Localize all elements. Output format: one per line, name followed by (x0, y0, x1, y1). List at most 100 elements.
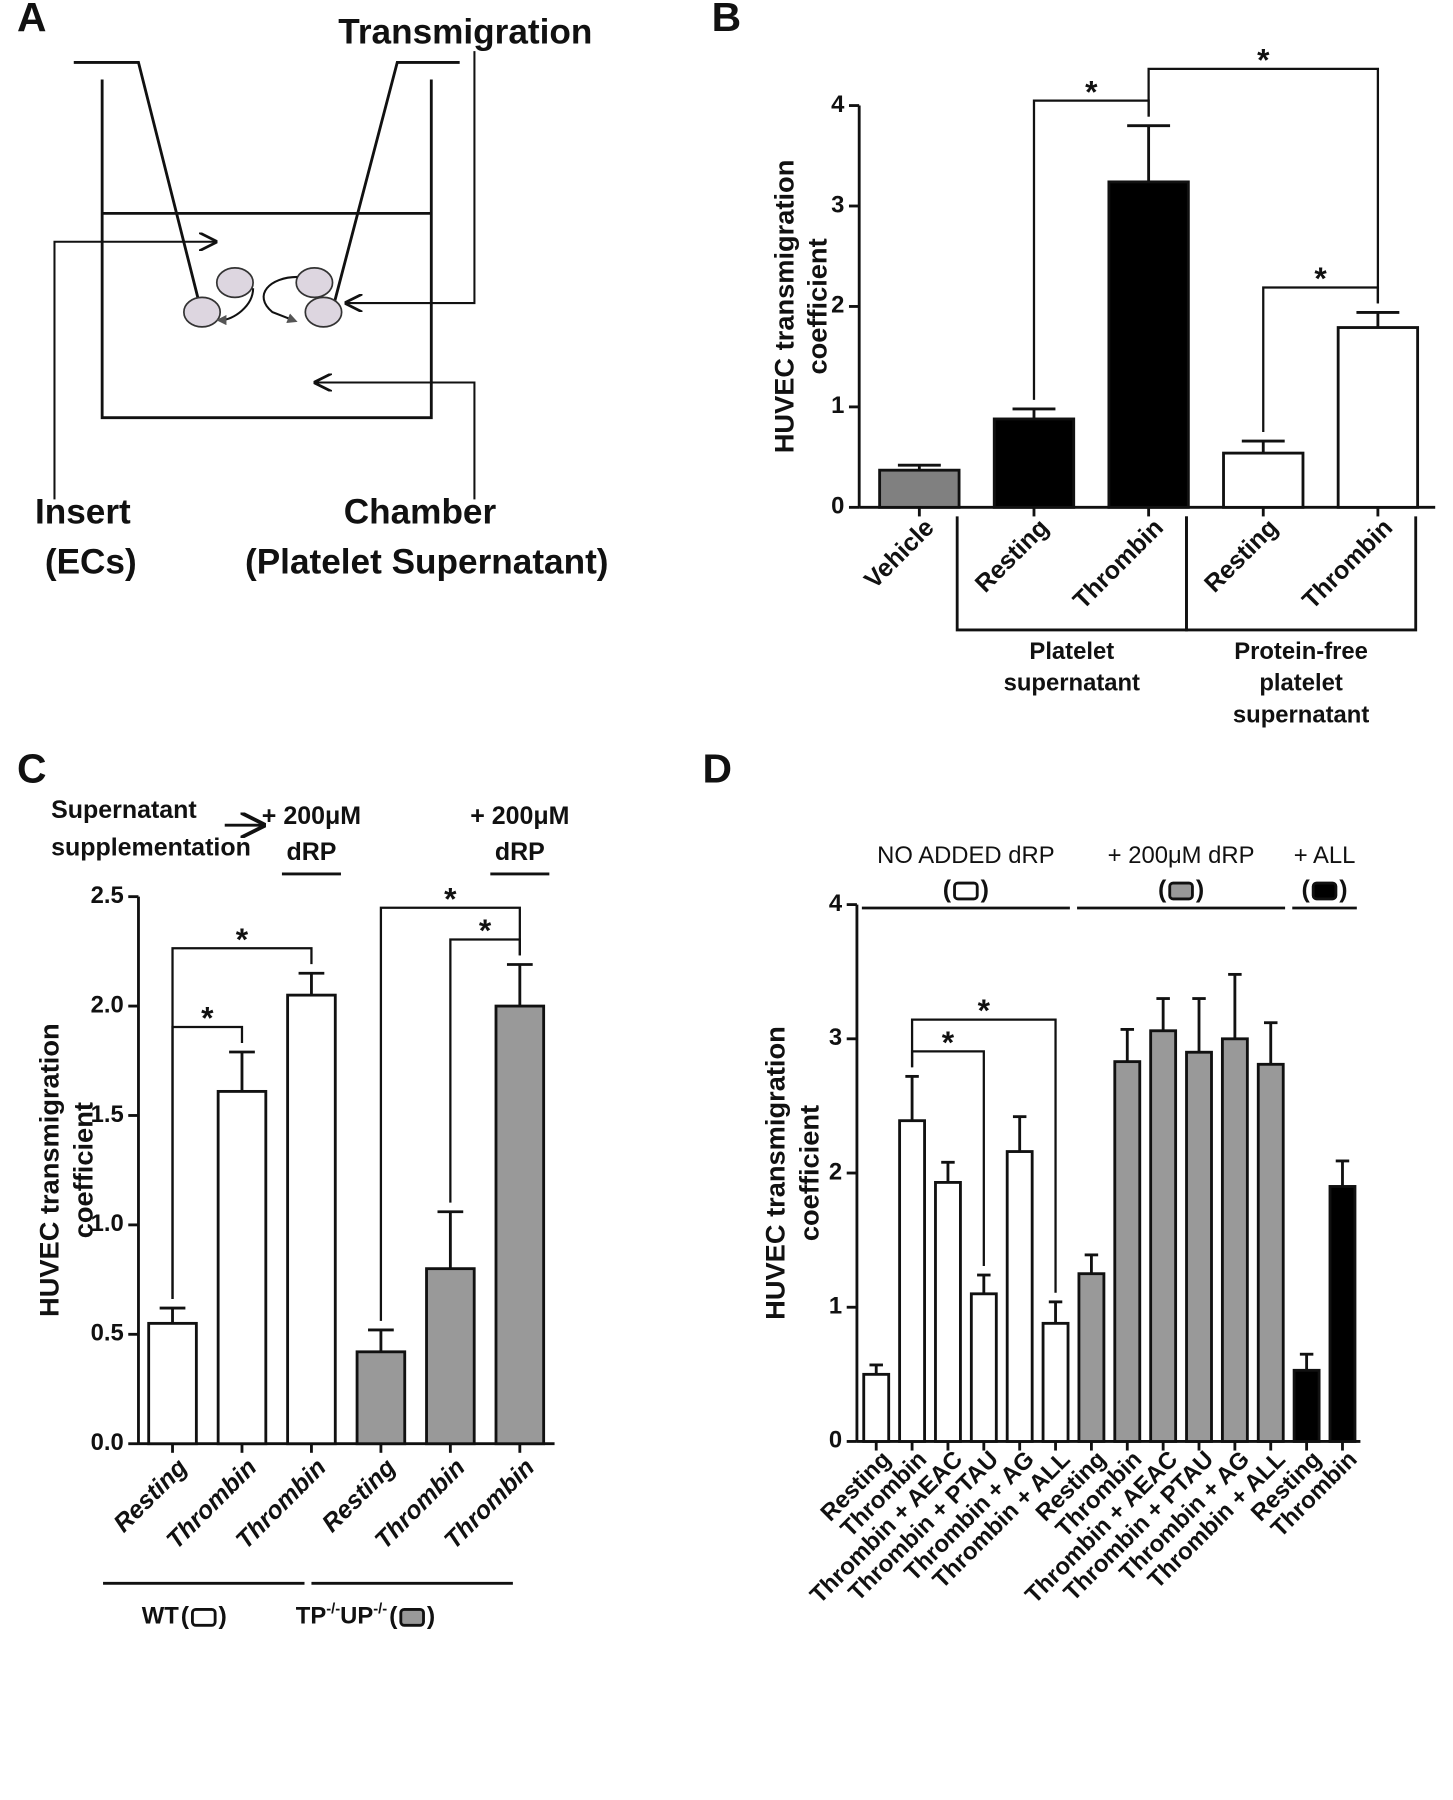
y-tick-label: 1.5 (91, 1101, 124, 1128)
group-label: supernatant (1233, 701, 1369, 728)
diagram-label: Chamber (344, 492, 497, 531)
y-axis-label: coefficient (67, 1102, 98, 1238)
group-paren: ( (1158, 876, 1167, 904)
diagram-label: Transmigration (338, 12, 592, 51)
group-swatch (1168, 881, 1194, 901)
bar (425, 1267, 476, 1446)
panel-label: A (17, 0, 47, 40)
group-label: + ALL (1294, 842, 1356, 869)
significance-star: * (444, 880, 457, 916)
group-label: Protein-free (1234, 638, 1368, 665)
group-bracket (1185, 516, 1418, 632)
group-label-part: TP (296, 1603, 327, 1630)
bar (992, 417, 1076, 509)
insert-wall (333, 61, 460, 302)
diagram-label: (ECs) (45, 542, 137, 581)
leader-line (346, 51, 476, 303)
bar (862, 1372, 891, 1443)
group-paren: ( (943, 876, 952, 904)
y-tick-label: 4 (831, 91, 845, 118)
bar (1185, 1050, 1213, 1443)
y-tick-label: 2.5 (91, 882, 124, 909)
y-axis-label: coefficient (802, 238, 833, 374)
significance-bracket (171, 947, 313, 1299)
figure-content: A Transmigration Insert (ECs) Chamber (P… (17, 0, 1436, 1630)
group-swatch (191, 1608, 217, 1627)
group-paren: ) (427, 1602, 435, 1630)
significance-star: * (1085, 73, 1098, 109)
group-swatch (1311, 881, 1338, 901)
bar (1328, 1185, 1357, 1443)
bar (934, 1180, 962, 1443)
bar (1292, 1368, 1321, 1443)
bar (1256, 1062, 1285, 1443)
significance-bracket (1147, 67, 1380, 304)
group-label: platelet (1259, 670, 1342, 697)
cell (215, 267, 254, 299)
group-paren: ( (1301, 876, 1310, 904)
group-label: WT (142, 1603, 179, 1630)
significance-bracket (379, 906, 521, 1321)
bar (1149, 1029, 1178, 1443)
bar (355, 1350, 407, 1446)
bar (216, 1089, 268, 1446)
bar (1077, 1272, 1106, 1443)
bar (878, 468, 961, 509)
supplement-label: dRP (495, 838, 545, 866)
group-paren: ) (1196, 876, 1204, 904)
bar (1107, 180, 1190, 509)
y-tick-label: 3 (829, 1024, 842, 1051)
significance-star: * (1314, 260, 1327, 296)
bar (1041, 1321, 1070, 1443)
chamber (100, 79, 433, 420)
y-tick-label: 2.0 (91, 991, 124, 1018)
group-label-part: -/- (326, 1601, 340, 1617)
bar (1336, 326, 1420, 509)
group-swatch (399, 1608, 425, 1627)
x-tick-label: Resting (970, 513, 1055, 598)
group-label: NO ADDED dRP (877, 842, 1054, 869)
leader-line (53, 242, 215, 500)
panel-label: C (17, 746, 47, 792)
significance-bracket (910, 1018, 1057, 1293)
group-swatch (953, 881, 979, 901)
diagram-label: (Platelet Supernatant) (245, 542, 609, 581)
y-tick-label: 0.5 (91, 1320, 124, 1347)
panel-label: D (703, 746, 733, 792)
bar (494, 1004, 546, 1446)
cell (295, 267, 334, 299)
significance-star: * (1257, 41, 1270, 77)
y-tick-label: 0.0 (91, 1429, 124, 1456)
group-paren: ( (389, 1602, 398, 1630)
group-label-part: -/- (373, 1601, 387, 1617)
insert-wall (73, 61, 201, 302)
migration-arrow (262, 275, 298, 323)
diagram-label: Insert (35, 492, 131, 531)
x-tick-label: Thrombin (1297, 513, 1398, 614)
y-tick-label: 2 (829, 1158, 842, 1185)
y-tick-label: 0 (831, 493, 844, 520)
y-tick-label: 1 (831, 392, 844, 419)
y-tick-label: 1 (829, 1293, 842, 1320)
significance-star: * (978, 992, 991, 1028)
y-tick-label: 2 (831, 292, 844, 319)
cell (183, 296, 222, 328)
supplement-label: + 200μM (262, 802, 361, 830)
bar (1005, 1150, 1034, 1443)
significance-star: * (201, 1000, 214, 1036)
bar (286, 993, 337, 1446)
leader-line (316, 382, 476, 500)
group-paren: ) (1339, 876, 1347, 904)
significance-star: * (236, 921, 249, 957)
group-label: TP-/-UP-/- (296, 1601, 387, 1629)
y-axis-label: HUVEC transmigration (33, 1023, 64, 1317)
header-label: supplementation (51, 834, 251, 862)
group-paren: ) (981, 876, 989, 904)
y-tick-label: 1.0 (91, 1210, 124, 1237)
group-label: supernatant (1004, 670, 1140, 697)
bar (969, 1292, 998, 1443)
group-label: Platelet (1029, 638, 1114, 665)
bar (1113, 1060, 1142, 1443)
x-tick-label: Thrombin (1068, 513, 1169, 614)
